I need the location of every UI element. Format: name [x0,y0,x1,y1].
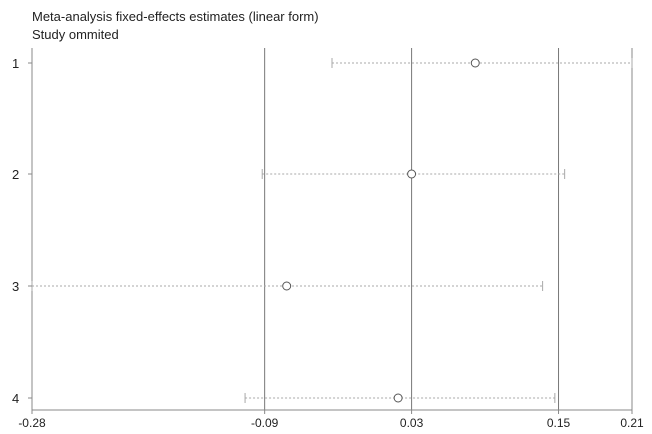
estimate-markers [282,58,480,403]
estimate-marker-study-1 [470,58,480,68]
reference-lines [264,48,560,410]
x-tick-label: 0.21 [620,416,644,430]
confidence-intervals [31,58,633,403]
x-tick-label: 0.03 [400,416,424,430]
x-tick-label: 0.15 [547,416,571,430]
study-label: 2 [12,167,19,182]
study-label: 3 [12,279,19,294]
estimate-marker-study-4 [393,393,403,403]
estimate-marker-study-2 [407,169,417,179]
chart-subtitle: Study ommited [32,27,119,42]
axes [31,48,633,411]
estimate-marker-study-3 [282,281,292,291]
x-tick-label: -0.28 [18,416,46,430]
x-tick-label: -0.09 [251,416,279,430]
study-labels: 1 2 3 4 [12,56,32,406]
study-label: 4 [12,391,19,406]
study-label: 1 [12,56,19,71]
x-tick-labels: -0.28 -0.09 0.03 0.15 0.21 [18,410,644,430]
chart-title: Meta-analysis fixed-effects estimates (l… [32,9,319,24]
